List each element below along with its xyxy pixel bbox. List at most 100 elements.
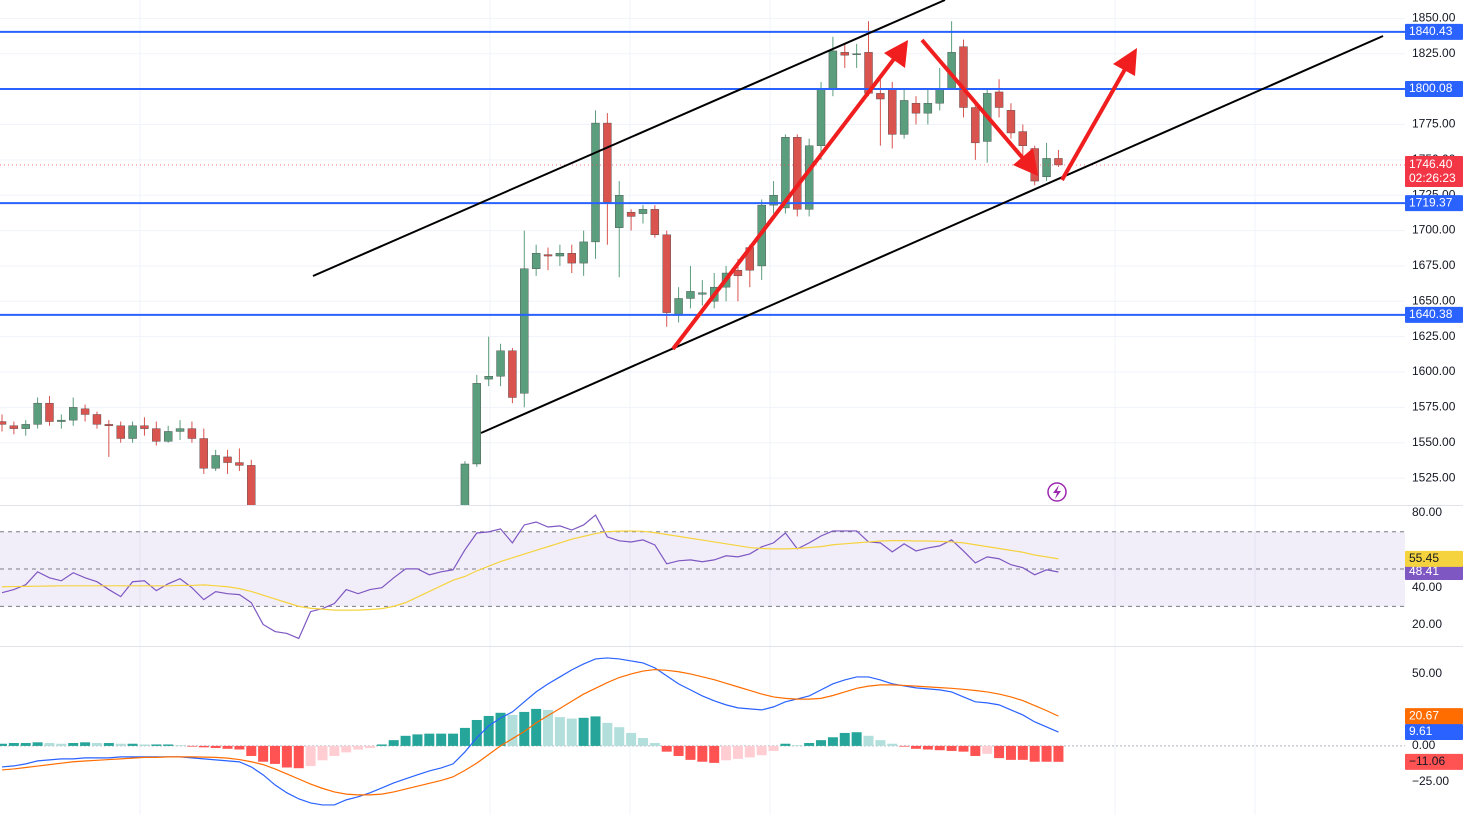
histogram-bar bbox=[804, 743, 815, 746]
axis-badge-label: 55.45 bbox=[1409, 551, 1439, 565]
histogram-bar bbox=[305, 745, 316, 767]
histogram-bar bbox=[637, 737, 648, 746]
arrows bbox=[671, 38, 1137, 351]
candle-body bbox=[923, 103, 933, 114]
histogram-bar bbox=[139, 744, 150, 746]
y-tick-label: 50.00 bbox=[1412, 666, 1442, 680]
candle-body bbox=[935, 88, 944, 104]
axis-badge bbox=[1405, 306, 1463, 323]
candle-body bbox=[674, 298, 683, 316]
histogram-bar bbox=[543, 709, 554, 746]
candle-body bbox=[496, 350, 505, 377]
candle-body bbox=[698, 292, 707, 295]
candle-body bbox=[828, 50, 838, 90]
alert-icon[interactable] bbox=[1047, 482, 1067, 502]
histogram-bar bbox=[127, 743, 138, 746]
candle-body bbox=[460, 463, 470, 505]
axis-badge-label: 20.67 bbox=[1409, 708, 1439, 722]
histogram-bar bbox=[875, 740, 886, 746]
histogram-bar bbox=[80, 742, 91, 746]
candle-body bbox=[199, 438, 208, 469]
histogram-bar bbox=[1029, 745, 1040, 762]
candle-body bbox=[911, 103, 921, 114]
candle-body bbox=[187, 428, 197, 439]
y-tick-label: 1775.00 bbox=[1412, 117, 1456, 131]
histogram-bar bbox=[364, 745, 375, 749]
histogram-bar bbox=[910, 745, 921, 749]
histogram-bar bbox=[744, 745, 755, 758]
histogram-bar bbox=[982, 745, 993, 754]
histogram-bar bbox=[958, 745, 969, 752]
rsi-pane bbox=[0, 514, 1405, 640]
histogram-bar bbox=[246, 745, 257, 756]
countdown-label: 02:26:23 bbox=[1409, 171, 1456, 185]
icon-bolt[interactable] bbox=[1053, 485, 1061, 499]
histogram-bar bbox=[198, 745, 209, 748]
histogram-bar bbox=[590, 716, 601, 746]
histogram-bar bbox=[376, 744, 387, 746]
channel-line bbox=[480, 35, 1384, 434]
candle-body bbox=[615, 195, 624, 228]
y-tick-label: 1650.00 bbox=[1412, 293, 1456, 307]
candle-body bbox=[152, 428, 161, 442]
last-price-badge bbox=[1405, 155, 1463, 187]
candle-body bbox=[591, 122, 600, 243]
candle-body bbox=[163, 431, 173, 442]
histogram-bar bbox=[459, 727, 470, 746]
indicator-line bbox=[1, 514, 1059, 640]
candle-body bbox=[567, 253, 576, 264]
y-tick-label: 1550.00 bbox=[1412, 435, 1456, 449]
candle-body bbox=[9, 425, 19, 429]
histogram-bar bbox=[412, 734, 423, 746]
histogram-bar bbox=[792, 745, 803, 746]
histogram-bar bbox=[400, 735, 411, 746]
axis-badge bbox=[1405, 724, 1463, 741]
histogram-bar bbox=[756, 745, 767, 756]
candle-body bbox=[531, 253, 541, 269]
candle-body bbox=[69, 407, 78, 421]
y-tick-label: 1525.00 bbox=[1412, 470, 1456, 484]
y-tick-label: 1825.00 bbox=[1412, 46, 1456, 60]
histogram-bar bbox=[685, 745, 696, 760]
y-tick-label: −25.00 bbox=[1412, 774, 1449, 788]
histogram-bar bbox=[697, 745, 708, 762]
candle-body bbox=[520, 268, 529, 394]
histogram-bar bbox=[483, 715, 494, 746]
candle-body bbox=[223, 456, 232, 463]
histogram-bar bbox=[258, 745, 269, 762]
drawings bbox=[312, 0, 1384, 434]
y-tick-label: 40.00 bbox=[1412, 580, 1442, 594]
candle-body bbox=[235, 462, 244, 466]
candle-body bbox=[816, 88, 826, 146]
histogram-bar bbox=[341, 745, 352, 753]
histogram-bar bbox=[780, 743, 791, 746]
arrow bbox=[1060, 63, 1130, 181]
histogram-bar bbox=[899, 745, 910, 747]
histogram-bar bbox=[851, 732, 862, 746]
axis-badge-label: −11.06 bbox=[1409, 754, 1445, 768]
candle-body bbox=[686, 291, 695, 299]
candle-body bbox=[92, 414, 102, 425]
axis-badge bbox=[1405, 753, 1463, 770]
candle-body bbox=[638, 209, 648, 214]
histogram-bar bbox=[566, 718, 577, 746]
axis-badge bbox=[1405, 23, 1463, 40]
axis-badge bbox=[1405, 563, 1463, 580]
histogram-bar bbox=[151, 744, 162, 746]
candle-body bbox=[175, 428, 185, 432]
arrow bbox=[671, 53, 899, 351]
candle-body bbox=[971, 107, 980, 144]
candle-body bbox=[211, 455, 220, 469]
candle-body bbox=[0, 421, 7, 425]
candle-body bbox=[508, 350, 517, 398]
arrow bbox=[920, 38, 1029, 165]
histogram-bar bbox=[768, 745, 779, 751]
y-tick-label: 0.00 bbox=[1412, 738, 1436, 752]
axis-badge-label: 48.41 bbox=[1409, 564, 1439, 578]
candle-body bbox=[994, 91, 1004, 108]
histogram-bar bbox=[887, 743, 898, 746]
histogram-bar bbox=[626, 732, 637, 746]
axis-badge-label: 1640.38 bbox=[1409, 307, 1453, 321]
histogram-bar bbox=[293, 745, 304, 769]
